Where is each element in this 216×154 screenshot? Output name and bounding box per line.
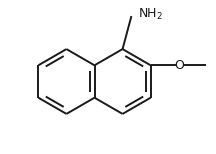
Text: NH$_2$: NH$_2$: [138, 7, 163, 22]
Text: O: O: [175, 59, 184, 72]
